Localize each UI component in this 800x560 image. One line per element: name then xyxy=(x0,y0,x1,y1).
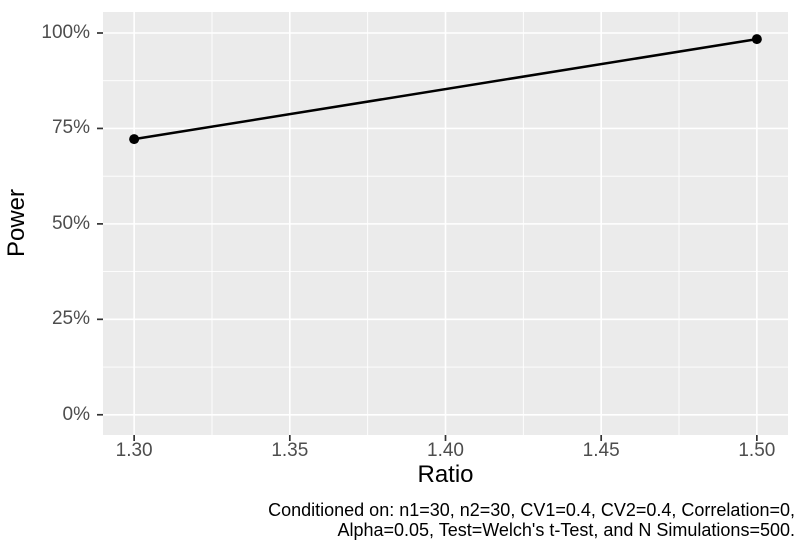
y-tick-label: 0% xyxy=(62,403,90,425)
plot-caption: Conditioned on: n1=30, n2=30, CV1=0.4, C… xyxy=(35,500,795,540)
x-axis-title: Ratio xyxy=(417,461,474,488)
x-tick-label: 1.40 xyxy=(427,440,464,461)
y-tick-label: 100% xyxy=(41,21,90,43)
y-tick-label: 75% xyxy=(51,117,90,139)
x-tick-label: 1.35 xyxy=(271,440,309,461)
x-tick-label: 1.50 xyxy=(738,440,776,461)
data-point xyxy=(751,34,762,45)
data-point xyxy=(129,134,140,145)
y-tick-label: 50% xyxy=(51,212,90,234)
x-tick-label: 1.30 xyxy=(115,440,153,461)
y-tick-label: 25% xyxy=(51,308,90,330)
series-line xyxy=(133,37,758,141)
caption-line-2: Alpha=0.05, Test=Welch's t-Test, and N S… xyxy=(337,519,795,540)
caption-line-1: Conditioned on: n1=30, n2=30, CV1=0.4, C… xyxy=(268,500,795,520)
x-tick-label: 1.45 xyxy=(582,440,620,461)
